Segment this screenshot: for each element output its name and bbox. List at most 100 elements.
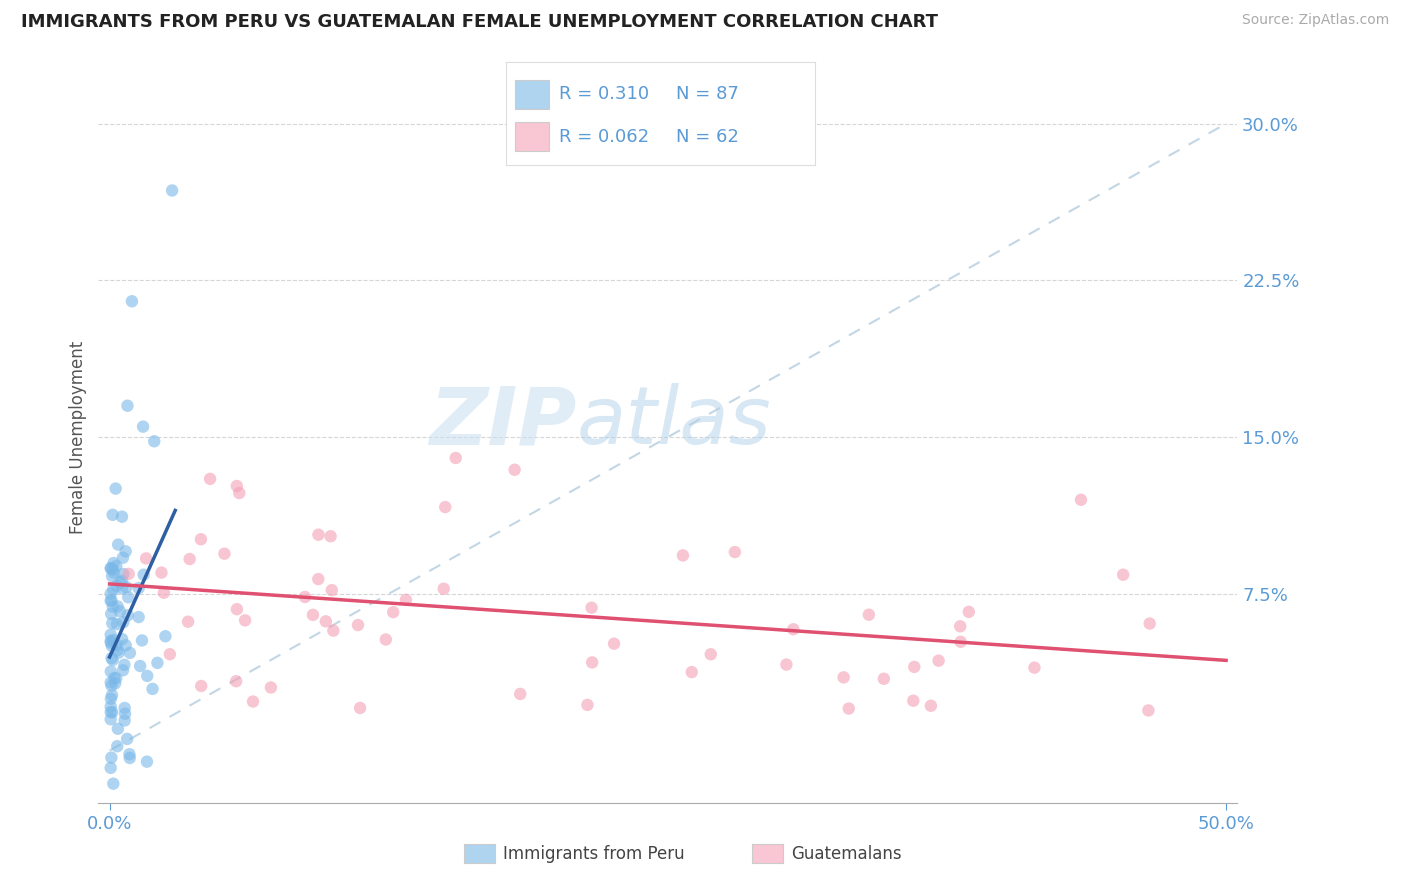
Point	[100, 699, 122, 714]
Point	[307, 572, 329, 586]
Point	[107, 722, 129, 736]
Point	[108, 604, 131, 618]
Point	[302, 607, 325, 622]
Point	[121, 294, 143, 309]
Point	[100, 761, 122, 775]
FancyBboxPatch shape	[516, 79, 550, 109]
Text: Guatemalans: Guatemalans	[792, 845, 903, 863]
Point	[509, 687, 531, 701]
Text: ZIP: ZIP	[429, 384, 576, 461]
Point	[700, 647, 723, 661]
Point	[294, 590, 316, 604]
Point	[160, 184, 183, 198]
Point	[118, 646, 141, 660]
Point	[1139, 616, 1161, 631]
Point	[858, 607, 880, 622]
Point	[100, 594, 122, 608]
Point	[105, 643, 128, 657]
Point	[434, 500, 457, 514]
Point	[214, 547, 236, 561]
Point	[319, 529, 342, 543]
Point	[101, 599, 124, 614]
Point	[100, 593, 122, 607]
Point	[103, 671, 125, 685]
Point	[105, 739, 128, 754]
Point	[225, 602, 247, 616]
Point	[117, 399, 139, 413]
Point	[100, 679, 122, 693]
Point	[315, 615, 337, 629]
Point	[198, 472, 221, 486]
Point	[118, 747, 141, 762]
Text: Source: ZipAtlas.com: Source: ZipAtlas.com	[1241, 13, 1389, 28]
Point	[110, 575, 132, 590]
Point	[111, 663, 134, 677]
Point	[101, 706, 124, 720]
Point	[322, 624, 344, 638]
Point	[832, 670, 855, 684]
Point	[141, 681, 163, 696]
Point	[114, 701, 136, 715]
Point	[111, 632, 134, 646]
Point	[114, 638, 136, 652]
Point	[112, 615, 135, 629]
Point	[136, 669, 159, 683]
Point	[672, 549, 695, 563]
Text: IMMIGRANTS FROM PERU VS GUATEMALAN FEMALE UNEMPLOYMENT CORRELATION CHART: IMMIGRANTS FROM PERU VS GUATEMALAN FEMAL…	[21, 13, 938, 31]
Point	[903, 660, 925, 674]
Point	[225, 674, 247, 689]
Point	[108, 646, 131, 660]
Point	[105, 671, 128, 685]
Point	[104, 482, 127, 496]
Point	[395, 592, 418, 607]
Point	[101, 616, 124, 631]
Point	[100, 750, 122, 764]
Point	[101, 688, 124, 702]
Point	[100, 802, 122, 816]
Point	[581, 600, 603, 615]
Point	[105, 617, 128, 632]
Point	[100, 561, 122, 575]
Point	[957, 605, 980, 619]
Point	[105, 558, 128, 573]
Point	[177, 615, 200, 629]
Point	[782, 622, 804, 636]
Point	[100, 639, 122, 653]
Point	[444, 450, 467, 465]
Point	[100, 627, 122, 641]
Point	[100, 587, 122, 601]
Point	[179, 552, 201, 566]
Point	[107, 599, 129, 614]
Point	[103, 582, 125, 597]
Point	[155, 629, 177, 643]
Text: atlas: atlas	[576, 384, 772, 461]
Point	[603, 637, 626, 651]
Point	[153, 585, 176, 599]
Point	[101, 653, 124, 667]
Point	[114, 714, 136, 728]
Point	[903, 694, 925, 708]
Point	[100, 607, 122, 621]
Point	[128, 610, 150, 624]
Point	[242, 694, 264, 708]
Point	[135, 551, 157, 566]
Point	[111, 574, 134, 588]
Point	[100, 712, 122, 726]
Point	[115, 580, 138, 594]
Text: R = 0.310: R = 0.310	[558, 86, 650, 103]
Point	[928, 654, 950, 668]
Point	[581, 656, 603, 670]
Point	[190, 533, 212, 547]
FancyBboxPatch shape	[516, 122, 550, 152]
Point	[114, 544, 136, 558]
Point	[503, 463, 526, 477]
Point	[382, 605, 405, 619]
Point	[433, 582, 456, 596]
Point	[873, 672, 896, 686]
Point	[260, 681, 283, 695]
Point	[228, 486, 250, 500]
Point	[349, 701, 371, 715]
Point	[100, 651, 122, 665]
Point	[1024, 660, 1046, 674]
Point	[129, 659, 152, 673]
